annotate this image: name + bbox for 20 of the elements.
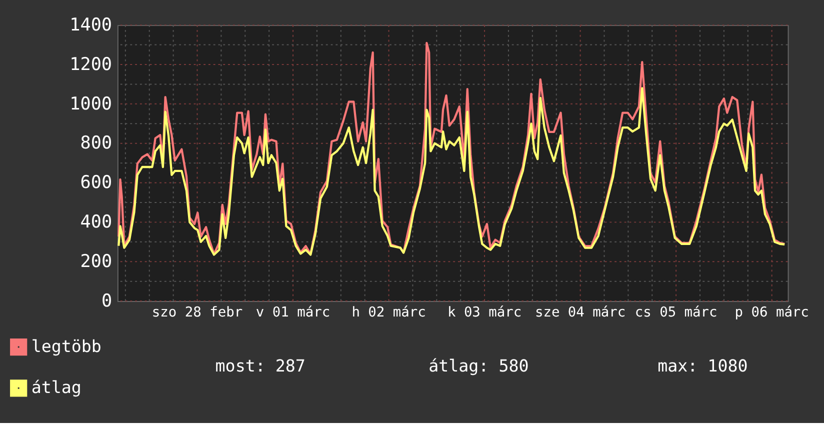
text: max: 1080: [658, 356, 748, 376]
y-tick-label: 1200: [70, 54, 112, 75]
y-tick-label: 1400: [70, 15, 112, 36]
legend-label: legtöbb: [31, 336, 102, 356]
x-tick-label: sze 04 márc: [534, 304, 626, 321]
y-tick-label: 400: [80, 212, 112, 233]
x-tick-label: szo 28 febr: [152, 304, 243, 321]
y-tick-label: 1000: [70, 94, 112, 114]
y-tick-label: 800: [80, 134, 112, 154]
legend-label: átlag: [31, 378, 82, 398]
y-tick-label: 600: [80, 173, 112, 194]
x-tick-label: v 01 márc: [256, 304, 330, 321]
text: most: 287: [215, 356, 306, 376]
x-tick-label: cs 05 márc: [634, 304, 718, 321]
x-tick-label: p 06 márc: [734, 304, 809, 321]
x-tick-label: k 03 márc: [447, 304, 522, 321]
y-tick-label: 0: [101, 291, 112, 312]
text: átlag: 580: [428, 356, 529, 376]
y-tick-label: 200: [80, 252, 112, 272]
x-tick-label: h 02 márc: [352, 304, 426, 321]
